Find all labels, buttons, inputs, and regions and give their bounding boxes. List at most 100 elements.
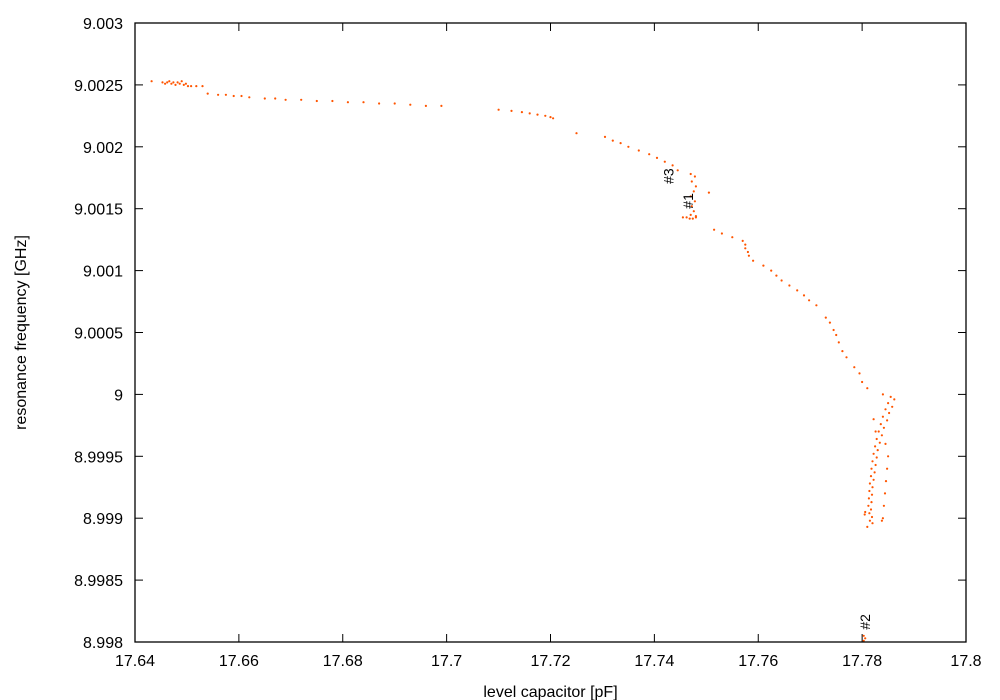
data-point	[690, 205, 693, 208]
data-point	[424, 104, 427, 107]
data-point	[232, 94, 235, 98]
data-point	[887, 455, 890, 458]
data-point	[744, 247, 747, 250]
data-point	[685, 216, 688, 219]
data-point	[274, 97, 277, 100]
y-tick-label: 9.002	[83, 140, 123, 157]
data-point	[172, 81, 175, 84]
y-tick-label: 8.9985	[74, 573, 123, 590]
y-tick-label: 9.0025	[74, 78, 123, 95]
data-point	[720, 232, 724, 235]
data-point	[575, 132, 578, 135]
data-point	[867, 497, 871, 500]
data-point	[693, 200, 697, 203]
data-point	[174, 83, 177, 86]
data-point	[178, 82, 181, 85]
data-point	[224, 93, 227, 96]
plot-frame	[134, 22, 967, 643]
data-point	[184, 82, 187, 85]
data-point	[881, 415, 885, 418]
data-point	[528, 112, 531, 115]
data-point	[161, 81, 164, 84]
data-point	[874, 463, 877, 467]
data-point	[300, 98, 303, 101]
data-point	[871, 522, 874, 525]
data-point	[619, 142, 622, 145]
data-point	[882, 426, 886, 429]
y-tick-label: 8.998	[83, 635, 123, 652]
data-point	[707, 191, 711, 194]
data-point	[870, 515, 874, 519]
annotation-label: #3	[661, 168, 677, 184]
data-point	[206, 92, 209, 95]
data-point	[889, 395, 892, 398]
data-point	[362, 101, 365, 104]
data-point	[240, 94, 243, 98]
data-point	[864, 637, 867, 640]
data-point	[878, 441, 881, 444]
data-point	[868, 512, 871, 515]
data-point	[217, 93, 220, 96]
data-point	[510, 109, 513, 112]
data-point	[864, 510, 867, 514]
data-point	[891, 405, 894, 408]
data-point	[853, 366, 856, 369]
data-point	[780, 279, 783, 282]
data-point	[802, 294, 806, 297]
data-point	[874, 430, 877, 433]
data-point	[676, 169, 679, 172]
data-point	[832, 328, 835, 332]
data-point	[845, 356, 848, 359]
data-point	[882, 504, 886, 507]
x-tick-label: 17.64	[115, 653, 155, 670]
annotations: #1 #2 #3	[661, 168, 873, 629]
data-point	[841, 350, 844, 353]
data-point	[884, 480, 888, 483]
data-point	[866, 525, 869, 529]
data-point	[552, 117, 555, 120]
data-point	[883, 492, 887, 495]
data-point	[603, 135, 607, 138]
data-point	[815, 304, 818, 307]
data-point	[867, 504, 870, 507]
y-tick-label: 9.0015	[74, 202, 123, 219]
y-tick-label: 9.0005	[74, 326, 123, 343]
x-tick-label: 17.66	[219, 653, 259, 670]
data-point	[315, 99, 318, 103]
data-point	[164, 82, 167, 85]
data-point	[828, 321, 832, 324]
data-point	[182, 83, 185, 86]
data-point	[868, 489, 871, 493]
data-point	[195, 85, 198, 88]
data-point	[862, 634, 865, 637]
data-point	[837, 341, 840, 344]
data-point	[872, 418, 875, 421]
data-point	[248, 96, 251, 99]
y-tick-label: 8.999	[83, 511, 123, 528]
data-point	[694, 216, 698, 219]
y-tick-label: 9	[114, 387, 123, 404]
x-tick-label: 17.68	[323, 653, 363, 670]
y-axis-label: resonance frequency [GHz]	[13, 235, 30, 430]
annotation-label: #2	[857, 614, 873, 630]
y-tick-label: 8.9995	[74, 449, 123, 466]
data-point	[880, 519, 884, 522]
data-point	[747, 254, 751, 257]
data-point	[775, 274, 778, 277]
data-point	[170, 82, 173, 85]
data-point	[870, 493, 874, 496]
data-point	[648, 153, 651, 156]
x-tick-label: 17.72	[530, 653, 570, 670]
y-tick-label: 9.001	[83, 264, 123, 281]
data-point	[346, 101, 349, 104]
data-point	[731, 236, 734, 239]
data-point	[176, 81, 179, 84]
data-point	[868, 519, 872, 522]
data-point	[808, 299, 811, 302]
x-tick-label: 17.74	[634, 653, 674, 670]
data-point	[409, 103, 412, 106]
data-point	[858, 372, 861, 375]
data-point	[693, 175, 697, 178]
data-point	[688, 217, 691, 220]
